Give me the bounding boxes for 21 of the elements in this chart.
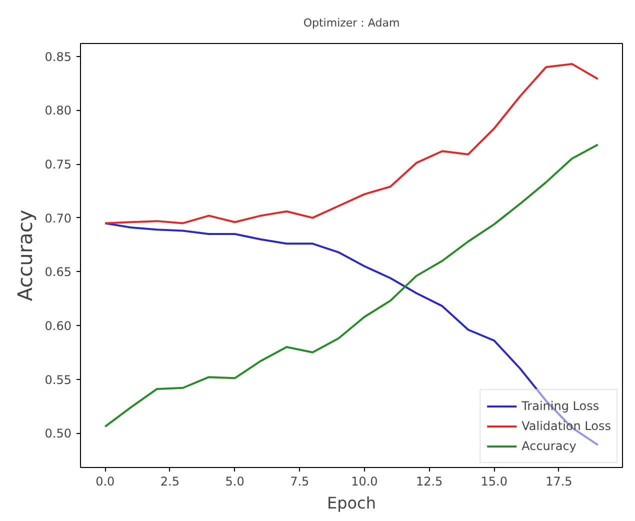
y-tick-label: 0.65 bbox=[44, 265, 72, 280]
y-tick-label: 0.55 bbox=[44, 372, 72, 387]
legend-label: Accuracy bbox=[522, 439, 576, 453]
y-axis-title: Accuracy bbox=[12, 210, 37, 302]
chart-title: Optimizer : Adam bbox=[303, 16, 400, 30]
x-tick-label: 17.5 bbox=[546, 474, 572, 488]
x-tick-label: 7.5 bbox=[290, 474, 310, 488]
x-axis-title: Epoch bbox=[327, 494, 376, 512]
x-tick-label: 12.5 bbox=[416, 474, 443, 488]
x-tick-label: 15.0 bbox=[480, 474, 508, 488]
x-tick-label: 2.5 bbox=[160, 474, 180, 488]
x-tick-label: 5.0 bbox=[225, 474, 244, 488]
y-tick-label: 0.85 bbox=[44, 50, 72, 64]
y-tick-label: 0.50 bbox=[44, 426, 72, 441]
y-tick-label: 0.75 bbox=[44, 158, 72, 172]
y-tick-label: 0.70 bbox=[44, 211, 72, 226]
y-tick-label: 0.60 bbox=[44, 318, 72, 333]
y-tick-label: 0.80 bbox=[44, 104, 72, 118]
x-tick-label: 0.0 bbox=[96, 474, 115, 488]
line-series bbox=[104, 62, 599, 224]
x-tick-label: 10.0 bbox=[351, 474, 378, 488]
